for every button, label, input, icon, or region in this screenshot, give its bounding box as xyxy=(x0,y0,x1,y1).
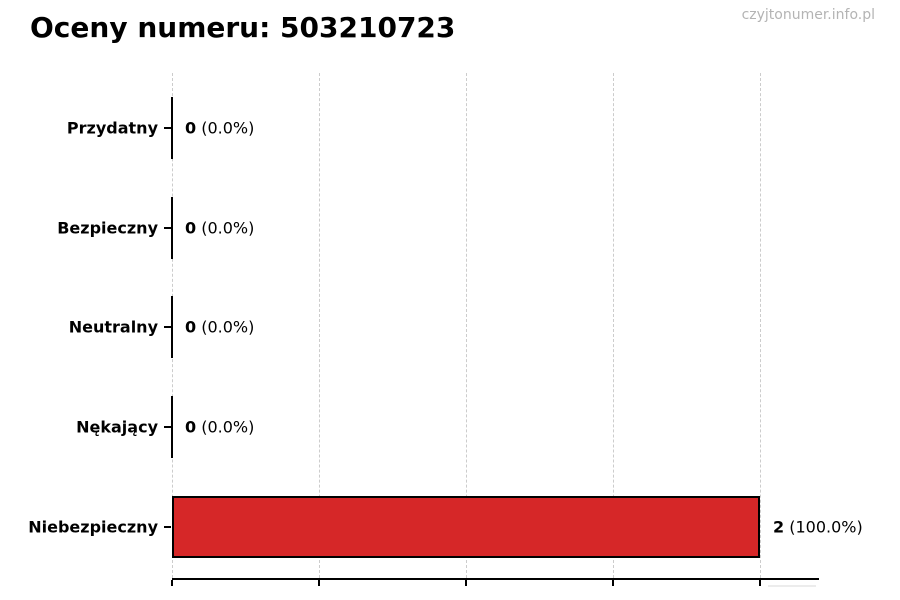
x-axis-tick xyxy=(318,580,320,586)
value-label: 2 (100.0%) xyxy=(773,518,863,537)
value-percent: (0.0%) xyxy=(196,417,255,437)
value-count: 0 xyxy=(185,218,197,238)
gridline xyxy=(613,73,614,578)
bar-niebezpieczny xyxy=(172,496,760,558)
bar-nękający xyxy=(171,396,173,458)
category-label: Nękający xyxy=(76,417,158,437)
x-axis-tick xyxy=(759,580,761,586)
value-percent: (0.0%) xyxy=(196,218,255,238)
value-label: 0 (0.0%) xyxy=(185,219,254,238)
x-axis-tick xyxy=(171,580,173,586)
value-percent: (0.0%) xyxy=(196,118,255,138)
bar-neutralny xyxy=(171,296,173,358)
x-axis-tick xyxy=(465,580,467,586)
value-percent: (0.0%) xyxy=(196,317,255,337)
y-axis-tick xyxy=(164,326,171,328)
gridline xyxy=(319,73,320,578)
value-label: 0 (0.0%) xyxy=(185,418,254,437)
gridline xyxy=(760,73,761,578)
y-axis-tick xyxy=(164,127,171,129)
cropped-edge-artifact xyxy=(768,585,816,587)
value-percent: (100.0%) xyxy=(784,517,863,537)
value-count: 2 xyxy=(773,517,785,537)
y-axis-tick xyxy=(164,426,171,428)
x-axis-tick xyxy=(612,580,614,586)
value-count: 0 xyxy=(185,118,197,138)
value-count: 0 xyxy=(185,417,197,437)
bar-przydatny xyxy=(171,97,173,159)
category-label: Bezpieczny xyxy=(57,218,158,238)
category-label: Przydatny xyxy=(66,118,158,138)
category-label: Niebezpieczny xyxy=(28,517,158,537)
watermark-text: czyjtonumer.info.pl xyxy=(741,7,875,23)
value-count: 0 xyxy=(185,317,197,337)
value-label: 0 (0.0%) xyxy=(185,318,254,337)
bar-bezpieczny xyxy=(171,197,173,259)
gridline xyxy=(466,73,467,578)
y-axis-tick xyxy=(164,227,171,229)
x-axis-line xyxy=(172,578,819,580)
value-label: 0 (0.0%) xyxy=(185,119,254,138)
y-axis-tick xyxy=(164,526,171,528)
chart-title: Oceny numeru: 503210723 xyxy=(30,11,456,44)
category-label: Neutralny xyxy=(68,317,158,337)
